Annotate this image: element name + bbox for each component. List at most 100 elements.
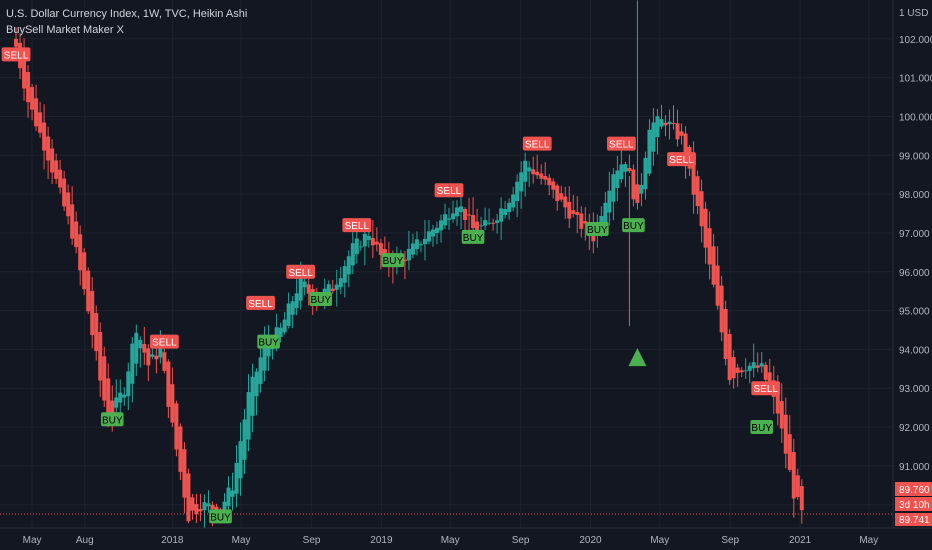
candle-body	[350, 243, 355, 266]
price-tick-label: 93.000	[899, 384, 930, 395]
buy-signal-box	[381, 253, 405, 268]
candle-body	[759, 363, 764, 367]
candle-body	[234, 462, 239, 494]
candle-body	[475, 221, 480, 231]
candle-body	[727, 334, 732, 381]
candle-body	[791, 452, 796, 499]
candle-body	[499, 208, 504, 222]
candle-body	[94, 313, 99, 351]
candle-body	[358, 246, 363, 248]
candle-body	[402, 259, 407, 262]
candle-body	[763, 364, 768, 380]
price-tick-label: 94.000	[899, 345, 930, 356]
buy-signal-box	[100, 412, 124, 427]
candle-body	[170, 384, 175, 423]
buy-signal-label: BUY	[310, 295, 331, 306]
candle-body	[46, 136, 51, 161]
candle-body	[747, 365, 752, 371]
time-tick-label: May	[23, 535, 42, 546]
candle-body	[583, 221, 588, 224]
candle-body	[515, 181, 520, 201]
candle-body	[535, 171, 540, 176]
candle-body	[30, 87, 35, 110]
candle-body	[174, 403, 179, 450]
candle-body	[54, 160, 59, 179]
buy-signal-box	[309, 291, 333, 306]
signal-markers	[628, 348, 647, 367]
price-tick-label: 102.000	[899, 35, 932, 46]
symbol-title[interactable]: U.S. Dollar Currency Index, 1W, TVC, Hei…	[6, 8, 248, 20]
candle-body	[134, 332, 139, 364]
candle-body	[663, 122, 668, 126]
candle-body	[354, 238, 359, 255]
price-tick-label: 92.000	[899, 423, 930, 434]
candle-body	[62, 178, 67, 207]
buy-signal-label: BUY	[258, 338, 279, 349]
time-tick-label: Aug	[76, 535, 94, 546]
candle-body	[611, 174, 616, 202]
candle-body	[719, 285, 724, 333]
time-tick-label: Sep	[512, 535, 530, 546]
candle-body	[190, 497, 195, 511]
candle-body	[74, 221, 79, 248]
candle-body	[38, 112, 43, 133]
candle-body	[743, 370, 748, 372]
buy-signal-box	[461, 229, 485, 244]
candle-body	[286, 303, 291, 326]
candle-body	[735, 367, 740, 373]
candle-body	[571, 210, 576, 214]
price-tick-label: 95.000	[899, 307, 930, 318]
candle-body	[487, 222, 492, 224]
candle-body	[443, 214, 447, 226]
buy-signal-box	[750, 420, 774, 435]
candle-body	[539, 173, 544, 179]
candles	[14, 0, 804, 529]
sell-signal-label: SELL	[345, 221, 370, 232]
candle-body	[639, 184, 644, 194]
candle-body	[523, 160, 528, 182]
candle-body	[547, 177, 552, 186]
candle-body	[162, 352, 167, 371]
candle-body	[338, 278, 343, 288]
candle-body	[378, 243, 383, 256]
candle-body	[418, 244, 423, 246]
candle-body	[647, 129, 652, 174]
candle-body	[563, 196, 568, 208]
candle-body	[326, 284, 331, 294]
buy-signal-box	[586, 222, 609, 237]
indicator-title[interactable]: BuySell Market Maker X	[6, 24, 124, 36]
candle-body	[503, 209, 508, 216]
sell-signal-label: SELL	[152, 338, 177, 349]
candle-body	[370, 238, 375, 246]
candle-body	[22, 55, 27, 89]
candle-body	[467, 214, 472, 216]
candle-body	[695, 176, 700, 207]
candle-body	[278, 327, 283, 337]
candle-body	[246, 392, 251, 440]
time-axis[interactable]: May Aug 2018 May Sep 2019 May Sep 2020 May Sep 2021…	[23, 535, 879, 546]
candle-body	[643, 157, 648, 190]
buy-signal-label: BUY	[102, 415, 123, 426]
candle-body	[346, 256, 351, 275]
chart-legend[interactable]: U.S. Dollar Currency Index, 1W, TVC, Hei…	[6, 6, 247, 38]
buy-signal-box	[257, 334, 280, 349]
time-tick-label: Sep	[303, 535, 321, 546]
candle-body	[451, 213, 456, 220]
time-tick-label: 2018	[161, 535, 184, 546]
candle-body	[799, 486, 804, 511]
candle-body	[615, 170, 620, 188]
countdown-value: 3d 10h	[899, 500, 930, 511]
sell-signal-box	[667, 152, 696, 167]
candle-body	[447, 218, 452, 220]
time-tick-label: 2019	[370, 535, 393, 546]
countdown-badge: 3d 10h	[895, 497, 932, 511]
candle-body	[631, 169, 636, 200]
candle-body	[98, 332, 103, 381]
buy-signal-box	[209, 509, 232, 524]
sell-signal-box	[149, 334, 179, 349]
candle-body	[42, 122, 47, 151]
candle-body	[374, 241, 379, 245]
price-tick-label: 98.000	[899, 190, 930, 201]
candle-body	[667, 121, 672, 125]
